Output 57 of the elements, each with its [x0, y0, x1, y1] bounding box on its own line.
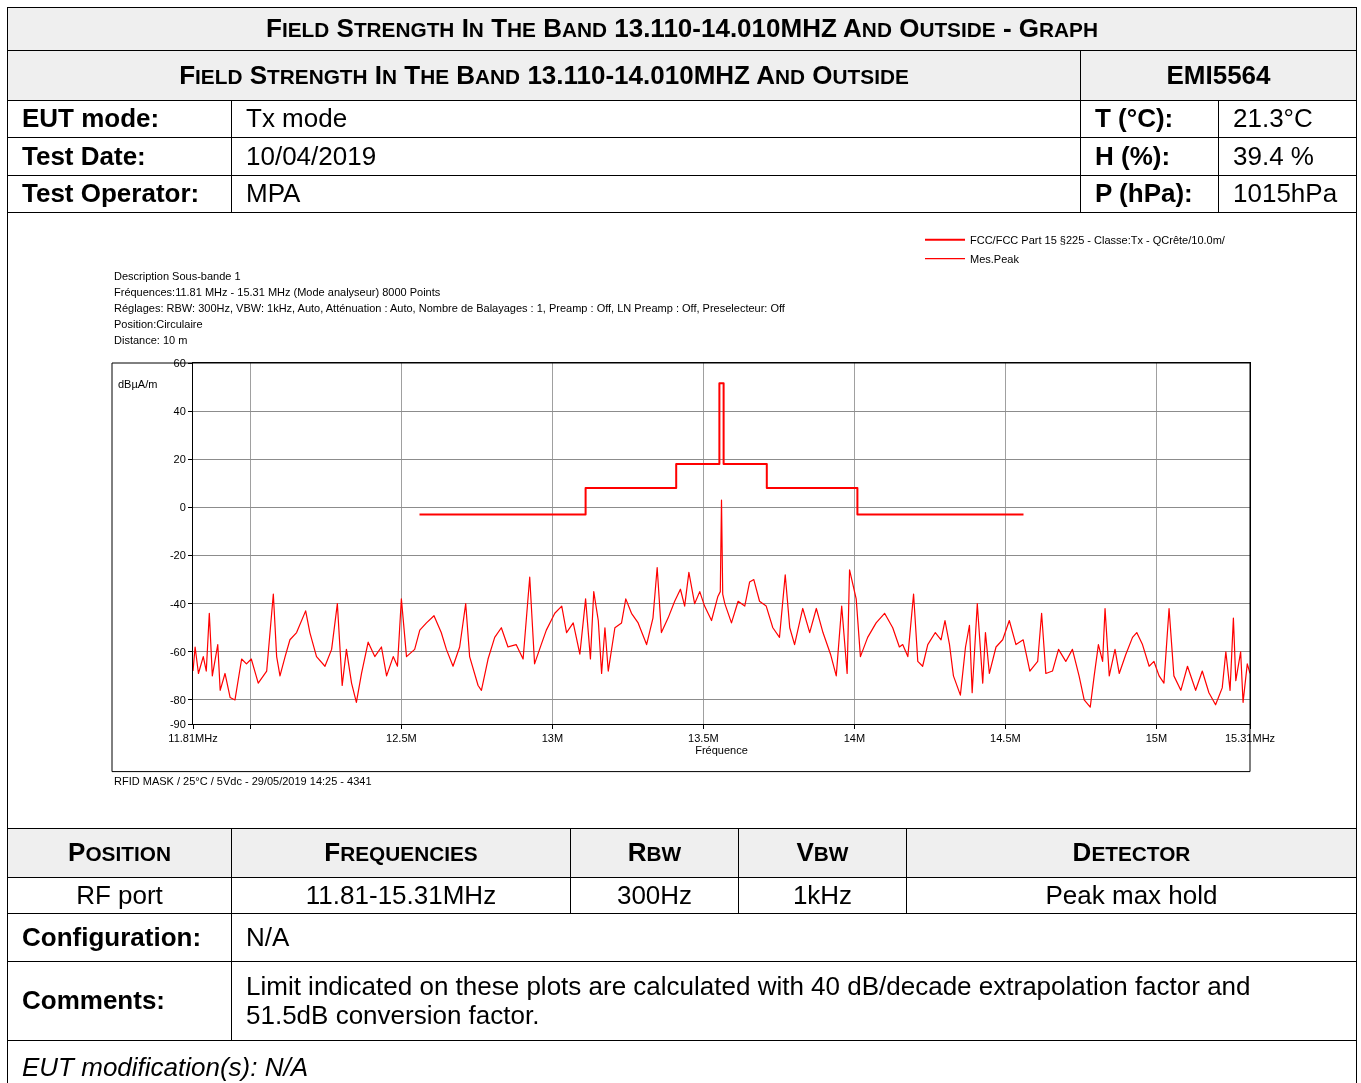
y-tick-label: -60: [169, 645, 186, 658]
text: RFID MASK / 25°C / 5Vdc - 29/05/2019 14:25 - 4341: [114, 775, 372, 787]
text: P (hPa):: [1095, 178, 1193, 209]
x-tick-label: 15.31MHz: [1224, 732, 1276, 745]
text: FREQUENCIES: [324, 837, 478, 868]
text: FIELD STRENGTH IN THE BAND 13.110-14.010MHZ AND OUTSIDE: [179, 59, 909, 90]
x-tick-label: 14M: [843, 732, 866, 745]
x-tick-label: 14.5M: [990, 732, 1021, 745]
text: Peak max hold: [1045, 879, 1218, 911]
y-tick-label: -40: [169, 597, 186, 610]
y-tick-label: 0: [179, 501, 186, 514]
y-axis-title: dBµA/m: [118, 378, 158, 390]
text: 1kHz: [792, 879, 853, 911]
text: 21.3°C: [1233, 103, 1313, 134]
text: 1015hPa: [1233, 178, 1338, 209]
y-tick-label: -20: [169, 549, 186, 562]
x-tick-label: 15M: [1145, 732, 1168, 745]
text: RBW: [627, 837, 682, 868]
text: Position:Circulaire: [114, 318, 203, 330]
text: EMI5564: [1166, 59, 1271, 91]
x-tick-label: 11.81MHz: [168, 732, 218, 745]
text: Configuration:: [22, 921, 202, 953]
text: DETECTOR: [1072, 837, 1191, 868]
chart-title: FIELD STRENGTH IN THE BAND 13.110-14.010MHZ AND OUTSIDE - GRAPH: [266, 13, 1098, 44]
text: Tx mode: [246, 103, 348, 134]
text: Fréquences:11.81 MHz - 15.31 MHz (Mode analyseur) 8000 Points: [114, 286, 441, 298]
text: 11.81-15.31MHz: [305, 879, 497, 911]
text: EUT modification(s): N/A: [22, 1052, 309, 1083]
x-tick-label: 12.5M: [386, 732, 417, 745]
x-axis-title: Fréquence: [695, 744, 748, 757]
text: Réglages: RBW: 300Hz, VBW: 1kHz, Auto, Atténuation : Auto, Nombre de Balayages : 1, Preamp : Off, LN Preamp : Off, Preselecteur: Off: [114, 302, 786, 314]
text: N/A: [246, 921, 290, 953]
text: H (%):: [1095, 140, 1171, 172]
text: Test Date:: [22, 140, 146, 172]
text: POSITION: [68, 837, 171, 868]
y-tick-label: 20: [173, 453, 186, 466]
text: VBW: [796, 837, 849, 868]
legend-label: Mes.Peak: [970, 252, 1020, 265]
text: 39.4 %: [1233, 140, 1314, 172]
legend-label: FCC/FCC Part 15 §225 - Classe:Tx - QCrête/10.0m/: [970, 233, 1226, 246]
text: T (°C):: [1095, 103, 1174, 134]
y-tick-label: 60: [173, 356, 186, 369]
text: MPA: [246, 178, 301, 209]
x-tick-label: 13M: [541, 732, 564, 745]
x-tick-label: 13.5M: [688, 732, 719, 745]
y-tick-label: -90: [169, 717, 186, 730]
text: Comments:: [22, 985, 166, 1016]
text: RF port: [76, 879, 163, 911]
y-tick-label: 40: [173, 404, 186, 417]
text: 300Hz: [616, 879, 693, 911]
text: Description Sous-bande 1: [114, 270, 241, 282]
y-tick-label: -80: [169, 693, 186, 706]
text: Test Operator:: [22, 178, 200, 209]
text: 10/04/2019: [246, 140, 377, 172]
text: EUT mode:: [22, 103, 160, 134]
text: Distance: 10 m: [114, 334, 188, 346]
text: Limit indicated on these plots are calculated with 40 dB/decade extrapolation factor and 51.5dB conversion factor.: [246, 970, 1252, 1031]
